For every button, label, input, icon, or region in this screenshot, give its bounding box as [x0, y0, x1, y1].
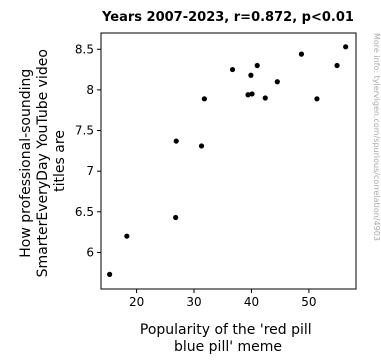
plot-area: [100, 32, 357, 290]
data-point: [262, 95, 268, 101]
data-point: [198, 143, 205, 149]
x-tick-label: 40: [244, 295, 259, 309]
data-point: [314, 96, 320, 102]
data-point: [107, 271, 113, 277]
y-tick-label: 7.5: [75, 124, 94, 138]
y-tick-label: 8: [86, 83, 94, 97]
source-watermark: More info: tylervigen.com/spurious/corre…: [372, 33, 381, 241]
data-point: [201, 96, 207, 102]
data-point: [254, 62, 260, 69]
y-tick-label: 6.5: [75, 205, 94, 219]
y-axis-ticks: 6 6.5 7 7.5 8 8.5: [75, 42, 101, 259]
y-axis-label-line-2: SmarterEveryDay YouTube video: [35, 49, 51, 277]
data-point: [274, 79, 280, 85]
data-point: [249, 91, 255, 97]
y-axis-label-line-3: titles are: [52, 130, 68, 192]
x-axis-label: Popularity of the 'red pill blue pill' m…: [140, 322, 316, 355]
y-axis-label: How professional-sounding SmarterEveryDa…: [18, 45, 68, 278]
x-axis-ticks: 20 30 40 50: [129, 289, 317, 309]
data-point: [229, 66, 236, 73]
x-axis-label-line-1: Popularity of the 'red pill: [140, 322, 312, 338]
data-point: [298, 51, 305, 57]
x-tick-label: 30: [186, 295, 201, 309]
data-point: [343, 44, 349, 50]
x-tick-label: 20: [129, 295, 144, 309]
data-points: [107, 44, 349, 277]
y-axis-label-line-1: How professional-sounding: [18, 69, 34, 258]
y-tick-label: 7: [86, 164, 94, 178]
y-tick-label: 6: [86, 245, 94, 259]
data-point: [334, 62, 340, 69]
chart-title: Years 2007-2023, r=0.872, p<0.01: [101, 10, 354, 25]
x-tick-label: 50: [301, 295, 316, 309]
data-point: [248, 72, 254, 78]
data-point: [173, 214, 179, 221]
data-point: [173, 138, 179, 144]
data-point: [245, 92, 251, 98]
y-tick-label: 8.5: [75, 42, 94, 56]
x-axis-label-line-2: blue pill' meme: [174, 339, 282, 355]
data-point: [124, 233, 130, 239]
